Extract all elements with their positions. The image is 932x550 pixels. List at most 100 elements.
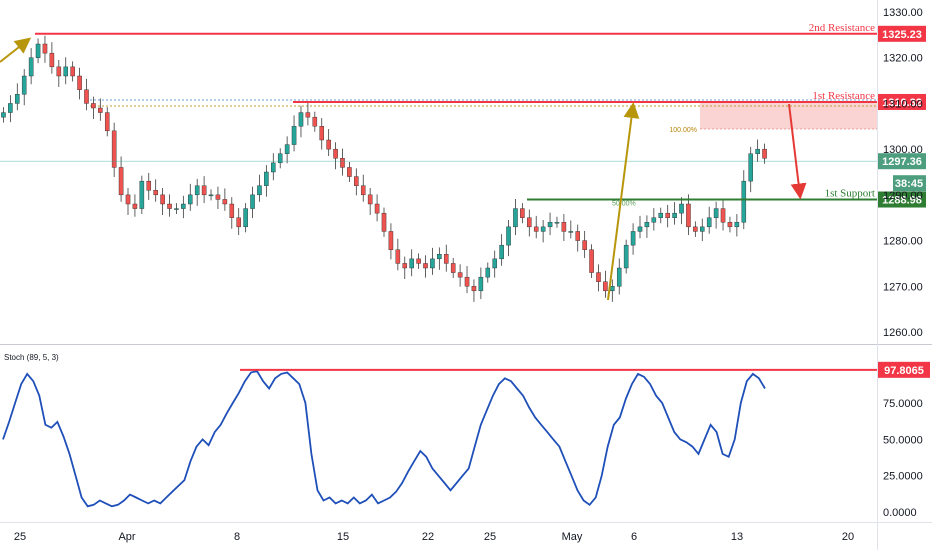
candle-body: [284, 144, 290, 154]
candle-body: [672, 212, 677, 218]
candle-body: [333, 148, 338, 159]
candle-body: [98, 107, 103, 113]
candle-body: [478, 276, 484, 292]
candle-body: [222, 199, 228, 205]
stochastic-tick-label: 0.0000: [883, 507, 917, 519]
candle-body: [706, 217, 712, 228]
stochastic-tick-label: 50.0000: [883, 434, 923, 446]
candle-body: [160, 194, 165, 205]
candle-body: [693, 226, 698, 232]
candle-body: [28, 57, 34, 77]
candle-body: [111, 130, 117, 168]
candle-body: [194, 185, 200, 196]
level-price-tag: [878, 191, 926, 208]
candle-body: [755, 148, 760, 154]
level-price-tag: [878, 93, 926, 110]
candle-body: [533, 226, 539, 232]
candle-body: [84, 89, 89, 104]
level-label: 1st Support: [825, 188, 875, 200]
candle-body: [118, 167, 124, 196]
candle-body: [686, 203, 691, 228]
candle-body: [167, 203, 172, 209]
candle-body: [616, 267, 622, 287]
time-tick-label: 25: [14, 531, 26, 543]
candle-body: [699, 226, 705, 232]
candle-body: [49, 52, 55, 68]
time-axis: 25 Apr 8 15 22 25 May 6 13 20: [14, 531, 854, 543]
candle-body: [174, 208, 179, 210]
candle-body: [575, 231, 581, 241]
candle-body: [610, 286, 615, 292]
candle-body: [540, 226, 546, 232]
candle-body: [513, 208, 518, 228]
current-price-tag: [878, 153, 926, 170]
candle-body: [762, 148, 767, 159]
candle-body: [264, 171, 269, 186]
candle-body: [623, 244, 629, 269]
candle-body: [547, 222, 553, 228]
candle-body: [492, 258, 497, 269]
candle-body: [319, 126, 325, 141]
stochastic-value-tag: [878, 361, 930, 378]
candle-body: [630, 231, 636, 246]
candle-body: [637, 226, 643, 232]
candle-body: [720, 208, 726, 223]
candle-body: [520, 208, 525, 218]
candle-body: [91, 103, 96, 109]
price-levels: 2nd Resistance 1325.23 1st Resistance 1310.…: [0, 22, 926, 208]
time-tick-label: 15: [337, 531, 349, 543]
price-tick-label: 1300.00: [883, 144, 923, 156]
level-price-value: 1325.23: [882, 29, 922, 41]
candle-body: [35, 43, 41, 58]
candle-body: [506, 226, 511, 246]
candle-body: [388, 231, 394, 250]
candle-body: [42, 43, 48, 54]
candle-body: [416, 258, 421, 264]
candle-body: [423, 263, 428, 269]
time-tick-label: 20: [842, 531, 854, 543]
candle-body: [554, 222, 560, 224]
candle-body: [596, 272, 601, 282]
candle-body: [381, 212, 387, 232]
price-tick-label: 1320.00: [883, 53, 923, 65]
time-tick-label: Apr: [118, 531, 135, 543]
candle-body: [63, 66, 69, 77]
drop-arrow: [788, 103, 807, 200]
candle-body: [395, 249, 401, 264]
candle-body: [354, 176, 359, 186]
candle-body: [561, 222, 567, 232]
time-tick-label: 22: [422, 531, 434, 543]
time-tick-label: 6: [631, 531, 637, 543]
countdown-value: 38:45: [895, 178, 923, 190]
level-price-value: 1310.32: [882, 97, 922, 109]
candle-body: [568, 231, 574, 233]
candle-body: [450, 263, 456, 273]
level-label: 1st Resistance: [812, 90, 875, 102]
candle-body: [215, 194, 221, 200]
candle-body: [201, 185, 207, 196]
candle-body: [153, 190, 158, 196]
stochastic-tick-label: 75.0000: [883, 398, 923, 410]
candle-body: [146, 180, 152, 191]
candle-body: [305, 112, 311, 118]
candle-body: [734, 222, 740, 228]
candle-body: [464, 276, 470, 287]
candle-body: [527, 217, 532, 228]
candle-body: [125, 194, 131, 205]
candle-body: [471, 286, 477, 292]
price-tick-label: 1280.00: [883, 236, 923, 248]
price-tick-label: 1260.00: [883, 327, 923, 339]
stochastic-line: [2, 369, 766, 508]
stochastic-axis: 75.0000 50.0000 25.0000 0.0000: [883, 398, 923, 519]
fib-label: 50.00%: [612, 201, 636, 208]
candle-body: [457, 272, 463, 278]
candle-body: [727, 222, 733, 228]
stochastic-title: Stoch (89, 5, 3): [4, 353, 59, 362]
annotation-arrows: [0, 37, 807, 301]
candle-body: [77, 75, 82, 90]
candle-body: [409, 258, 414, 269]
candle-body: [360, 185, 366, 196]
candle-body: [104, 112, 110, 132]
